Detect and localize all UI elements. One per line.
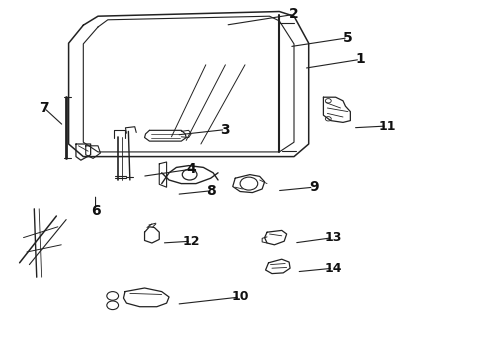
Text: 13: 13 (324, 231, 342, 244)
Text: 3: 3 (220, 123, 230, 136)
Text: 4: 4 (186, 162, 196, 176)
Text: 9: 9 (309, 180, 318, 194)
Text: 14: 14 (324, 262, 342, 275)
Text: 1: 1 (355, 53, 365, 66)
Text: 11: 11 (378, 120, 396, 132)
Text: 7: 7 (39, 101, 49, 115)
Text: 5: 5 (343, 31, 353, 45)
Text: 2: 2 (289, 8, 299, 21)
Text: 6: 6 (91, 204, 100, 217)
Text: 12: 12 (182, 235, 200, 248)
Text: 8: 8 (206, 184, 216, 198)
Text: 10: 10 (231, 291, 249, 303)
